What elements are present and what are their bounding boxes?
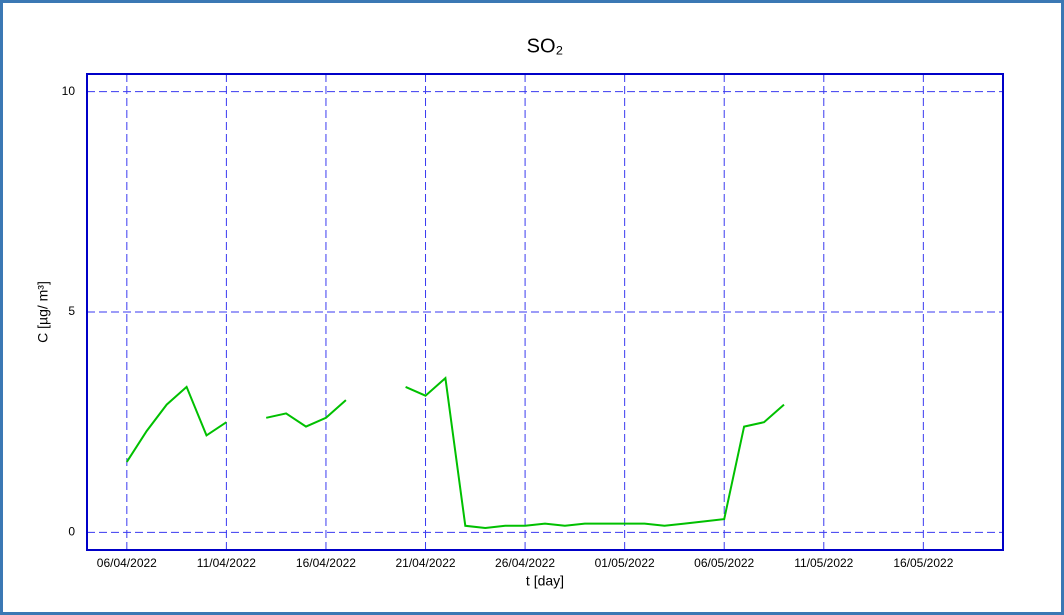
data-line xyxy=(125,376,785,530)
x-tick-label: 21/04/2022 xyxy=(395,556,455,570)
y-tick-label: 0 xyxy=(68,525,75,539)
plot-frame xyxy=(86,73,1004,551)
x-axis-label: t [day] xyxy=(526,573,564,589)
x-tick-label: 06/05/2022 xyxy=(694,556,754,570)
chart-title: SO₂ xyxy=(527,35,564,57)
x-tick-label: 16/05/2022 xyxy=(893,556,953,570)
y-tick-label: 5 xyxy=(68,304,75,318)
y-axis-label: C [µg/ m³] xyxy=(35,281,51,343)
x-tick-label: 11/05/2022 xyxy=(794,556,853,570)
x-tick-label: 11/04/2022 xyxy=(197,556,256,570)
x-tick-label: 06/04/2022 xyxy=(97,556,157,570)
y-tick-label: 10 xyxy=(62,84,76,98)
x-tick-label: 01/05/2022 xyxy=(595,556,655,570)
x-tick-label: 26/04/2022 xyxy=(495,556,555,570)
x-tick-label: 16/04/2022 xyxy=(296,556,356,570)
